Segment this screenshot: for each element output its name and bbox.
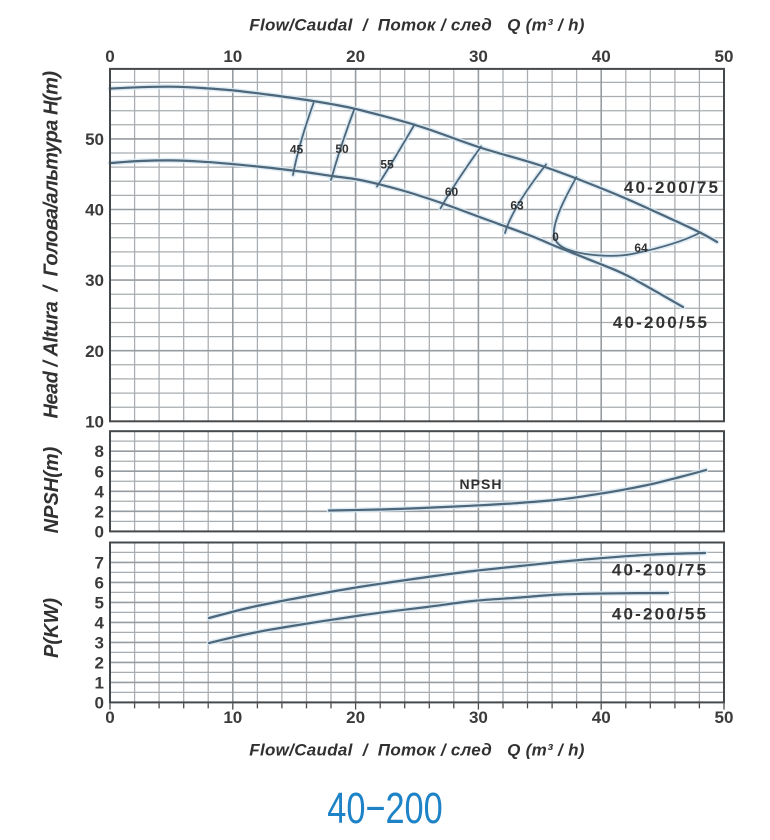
svg-text:40-200/75: 40-200/75 [612,561,708,580]
svg-text:30: 30 [469,708,488,727]
svg-text:8: 8 [95,442,104,461]
svg-text:40−200: 40−200 [327,784,442,833]
svg-text:Flow/Caudal / Поток / след: Flow/Caudal / Поток / след Q (m³ / h) [249,16,584,35]
svg-text:P(KW): P(KW) [41,598,63,658]
svg-text:1: 1 [95,673,104,692]
svg-text:40: 40 [592,47,611,66]
svg-text:2: 2 [95,502,104,521]
svg-text:40-200/75: 40-200/75 [624,178,720,197]
svg-text:50: 50 [335,142,349,156]
svg-text:30: 30 [469,47,488,66]
svg-text:40: 40 [592,708,611,727]
svg-text:4: 4 [95,613,105,632]
svg-text:40-200/55: 40-200/55 [613,313,709,332]
svg-text:50: 50 [715,47,734,66]
svg-text:10: 10 [85,412,104,431]
svg-text:NPSH(m): NPSH(m) [41,446,63,533]
svg-text:50: 50 [715,708,734,727]
svg-text:2: 2 [95,653,104,672]
svg-text:NPSH: NPSH [460,476,503,492]
svg-text:20: 20 [346,708,365,727]
svg-text:3: 3 [95,633,104,652]
svg-text:55: 55 [380,158,394,172]
svg-text:20: 20 [85,342,104,361]
svg-text:0: 0 [95,522,104,541]
svg-text:0: 0 [552,230,559,244]
svg-text:50: 50 [85,130,104,149]
svg-text:10: 10 [223,708,242,727]
svg-text:20: 20 [346,47,365,66]
svg-text:40-200/55: 40-200/55 [612,605,708,624]
svg-text:60: 60 [445,185,459,199]
svg-text:64: 64 [634,241,648,255]
svg-text:30: 30 [85,271,104,290]
svg-text:0: 0 [105,47,114,66]
svg-text:45: 45 [290,143,304,157]
svg-text:63: 63 [510,199,524,213]
svg-text:4: 4 [95,482,105,501]
svg-text:40: 40 [85,201,104,220]
svg-text:0: 0 [105,708,114,727]
svg-text:10: 10 [223,47,242,66]
svg-text:7: 7 [95,553,104,572]
svg-text:Flow/Caudal / Поток / след: Flow/Caudal / Поток / след Q (m³ / h) [249,741,584,760]
svg-text:Head / Altura / Голова/альту: Head / Altura / Голова/альтура H(m) [41,71,63,419]
svg-text:6: 6 [95,573,104,592]
svg-text:6: 6 [95,462,104,481]
svg-text:5: 5 [95,593,104,612]
svg-text:0: 0 [95,693,104,712]
